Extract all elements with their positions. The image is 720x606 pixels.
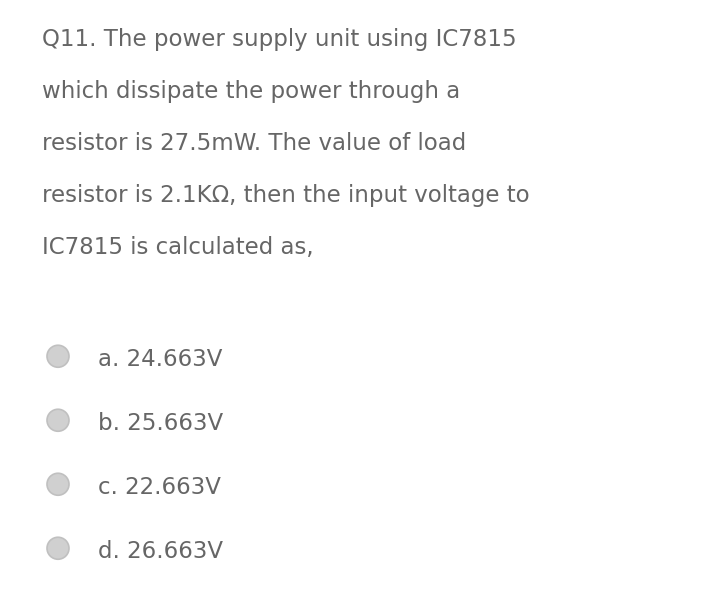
Text: c. 22.663V: c. 22.663V	[98, 476, 221, 499]
Text: IC7815 is calculated as,: IC7815 is calculated as,	[42, 236, 314, 259]
Text: resistor is 27.5mW. The value of load: resistor is 27.5mW. The value of load	[42, 132, 467, 155]
Circle shape	[47, 409, 69, 431]
Text: d. 26.663V: d. 26.663V	[98, 540, 223, 563]
Text: which dissipate the power through a: which dissipate the power through a	[42, 80, 460, 103]
Circle shape	[47, 473, 69, 495]
Text: resistor is 2.1KΩ, then the input voltage to: resistor is 2.1KΩ, then the input voltag…	[42, 184, 530, 207]
Circle shape	[47, 345, 69, 367]
Circle shape	[47, 538, 69, 559]
Text: b. 25.663V: b. 25.663V	[98, 412, 223, 435]
Text: Q11. The power supply unit using IC7815: Q11. The power supply unit using IC7815	[42, 28, 517, 51]
Text: a. 24.663V: a. 24.663V	[98, 348, 222, 371]
